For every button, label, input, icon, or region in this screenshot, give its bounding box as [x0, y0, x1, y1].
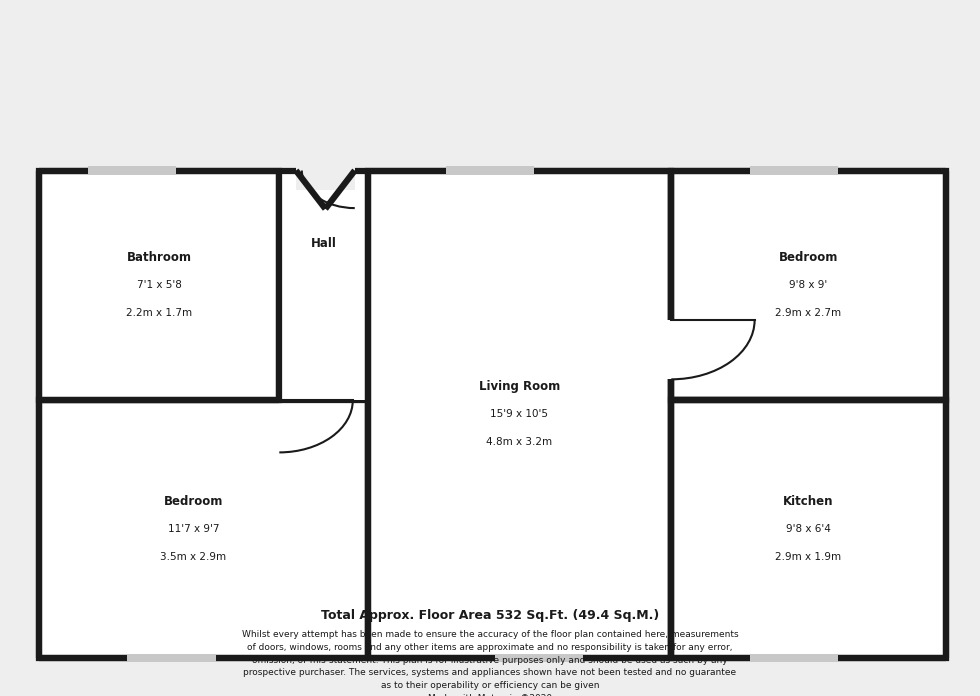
Text: 11'7 x 9'7: 11'7 x 9'7	[168, 524, 220, 534]
Bar	[127, 654, 216, 662]
Text: Kitchen: Kitchen	[783, 495, 834, 507]
Bar	[39, 400, 368, 658]
Bar	[750, 654, 838, 662]
Text: 3.5m x 2.9m: 3.5m x 2.9m	[161, 552, 226, 562]
Bar	[671, 171, 946, 400]
Bar	[663, 320, 679, 379]
Text: Living Room: Living Room	[479, 380, 560, 393]
Bar	[88, 166, 176, 175]
Bar	[495, 654, 583, 662]
Text: Total Approx. Floor Area 532 Sq.Ft. (49.4 Sq.M.): Total Approx. Floor Area 532 Sq.Ft. (49.…	[320, 610, 660, 622]
Text: 7'1 x 5'8: 7'1 x 5'8	[137, 280, 181, 290]
Text: Bedroom: Bedroom	[164, 495, 223, 507]
Text: 2.9m x 1.9m: 2.9m x 1.9m	[775, 552, 842, 562]
Text: 4.8m x 3.2m: 4.8m x 3.2m	[486, 437, 553, 447]
Text: 9'8 x 9': 9'8 x 9'	[789, 280, 828, 290]
Text: 2.2m x 1.7m: 2.2m x 1.7m	[126, 308, 192, 318]
Bar	[750, 166, 838, 175]
Text: 9'8 x 6'4: 9'8 x 6'4	[786, 524, 831, 534]
Bar	[671, 400, 946, 658]
Text: Whilst every attempt has been made to ensure the accuracy of the floor plan cont: Whilst every attempt has been made to en…	[242, 630, 738, 696]
Text: Bedroom: Bedroom	[779, 251, 838, 264]
Bar	[39, 171, 279, 400]
Text: 2.9m x 2.7m: 2.9m x 2.7m	[775, 308, 842, 318]
Bar	[368, 171, 671, 658]
Text: 15'9 x 10'5: 15'9 x 10'5	[490, 409, 549, 419]
Text: Hall: Hall	[311, 237, 336, 250]
Bar	[296, 151, 355, 189]
Bar	[446, 166, 534, 175]
Text: Bathroom: Bathroom	[126, 251, 192, 264]
Bar	[279, 171, 368, 400]
